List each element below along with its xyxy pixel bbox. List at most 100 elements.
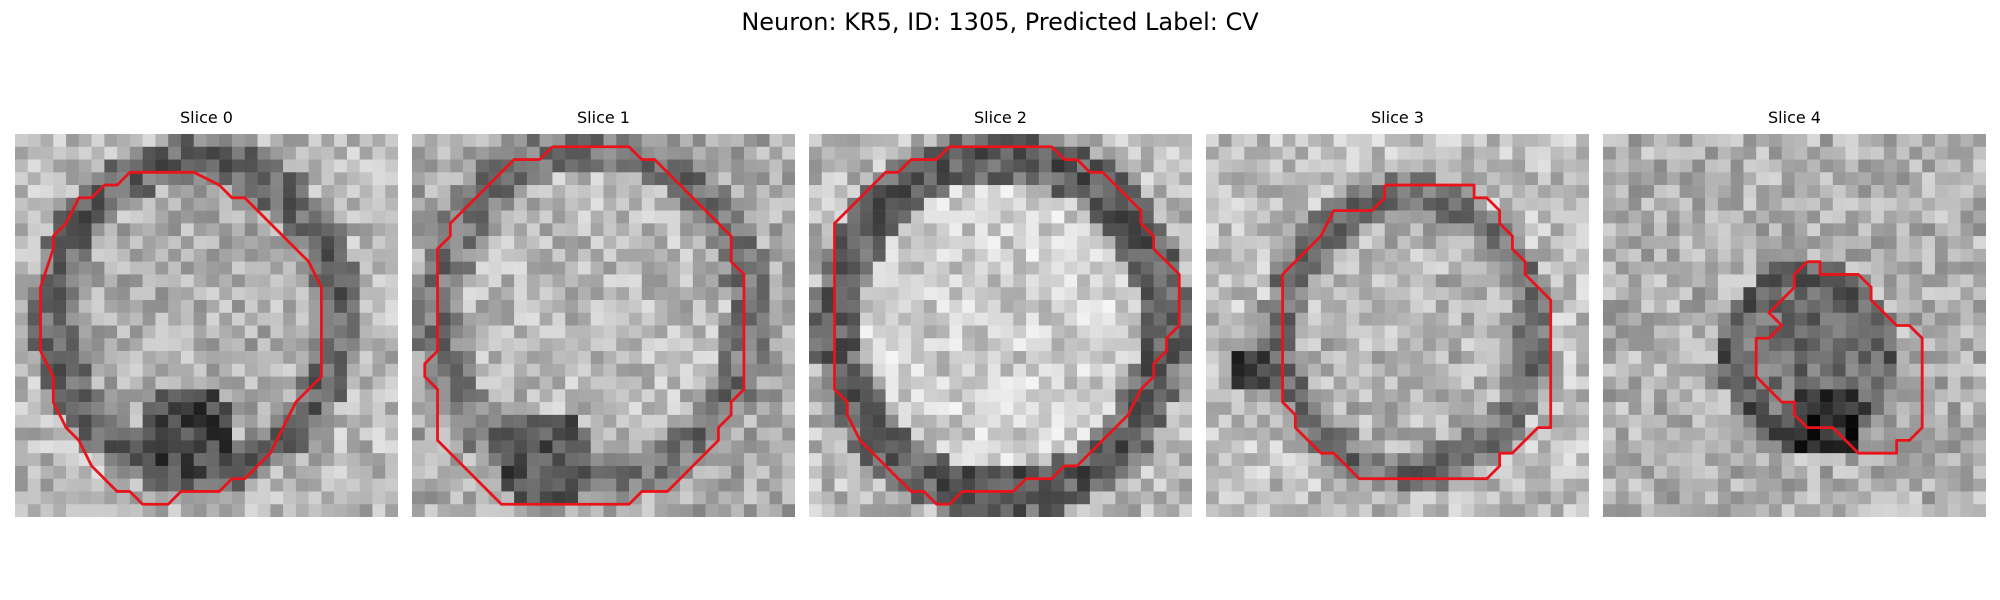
pixel [1320,248,1334,262]
pixel [15,299,29,313]
pixel [1743,363,1757,377]
pixel [847,274,861,288]
pixel [756,389,770,403]
pixel [1269,146,1283,160]
pixel [1153,414,1167,428]
pixel [1883,223,1897,237]
pixel [1603,414,1617,428]
pixel [1077,427,1091,441]
pixel [629,210,643,224]
pixel [1756,185,1770,199]
pixel [1282,274,1296,288]
pixel [437,312,451,326]
pixel [936,248,950,262]
pixel [1231,440,1245,454]
pixel [1781,172,1795,186]
pixel [334,504,348,517]
pixel [1474,261,1488,275]
pixel [680,427,694,441]
pixel [911,261,925,275]
pixel [1384,427,1398,441]
pixel [821,351,835,365]
pixel [898,236,912,250]
pixel [1768,351,1782,365]
pixel [66,453,80,467]
pixel [616,491,630,505]
pixel [1486,351,1500,365]
pixel [155,491,169,505]
pixel [1743,376,1757,390]
pixel [78,299,92,313]
pixel [1077,134,1091,148]
pixel [1153,453,1167,467]
pixel [321,338,335,352]
pixel [885,248,899,262]
pixel [346,478,360,492]
pixel [1947,159,1961,173]
pixel [257,274,271,288]
pixel [488,248,502,262]
pixel [1705,363,1719,377]
pixel [1628,223,1642,237]
pixel [1231,261,1245,275]
pixel [206,248,220,262]
pixel [1641,172,1655,186]
pixel [705,185,719,199]
pixel [1333,325,1347,339]
pixel [1832,248,1846,262]
pixel [769,159,783,173]
pixel [270,146,284,160]
pixel [295,172,309,186]
pixel [1000,261,1014,275]
pixel [1153,427,1167,441]
pixel [1628,261,1642,275]
pixel [1756,491,1770,505]
pixel [1140,287,1154,301]
pixel [1743,453,1757,467]
pixel [974,338,988,352]
pixel [756,414,770,428]
pixel [756,146,770,160]
pixel [1679,389,1693,403]
pixel [334,197,348,211]
pixel [308,325,322,339]
pixel [1435,312,1449,326]
pixel [1089,478,1103,492]
pixel [142,389,156,403]
pixel [1794,287,1808,301]
pixel [834,172,848,186]
pixel [232,325,246,339]
pixel [1550,172,1564,186]
pixel [1308,172,1322,186]
pixel [1257,402,1271,416]
pixel [756,453,770,467]
pixel [295,351,309,365]
pixel [949,210,963,224]
pixel [731,478,745,492]
pixel [1359,453,1373,467]
pixel [514,427,528,441]
pixel [552,134,566,148]
pixel [1934,312,1948,326]
pixel [91,491,105,505]
pixel [206,363,220,377]
pixel [1717,185,1731,199]
pixel [949,338,963,352]
pixel [1550,389,1564,403]
pixel [1346,299,1360,313]
pixel [1679,172,1693,186]
pixel [142,159,156,173]
pixel [180,236,194,250]
pixel [1166,363,1180,377]
pixel [155,159,169,173]
pixel [1320,376,1334,390]
pixel [1641,223,1655,237]
pixel [1461,223,1475,237]
pixel [847,210,861,224]
pixel [1563,491,1577,505]
pixel [514,491,528,505]
pixel [577,402,591,416]
pixel [1410,376,1424,390]
pixel [743,287,757,301]
pixel [1781,185,1795,199]
